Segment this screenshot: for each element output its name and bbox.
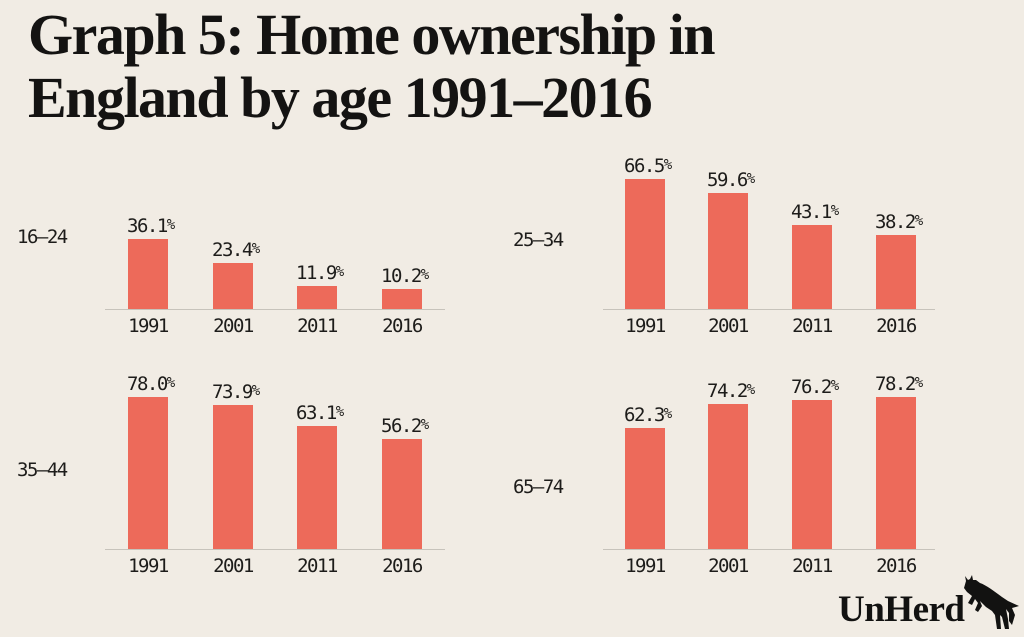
bar-2016: [382, 439, 422, 549]
percent-sign: %: [914, 213, 924, 229]
bar-1991: [128, 239, 168, 309]
bar-2001: [708, 404, 748, 549]
value-label-2016: 78.2%: [875, 373, 924, 395]
value-label-2016: 10.2%: [381, 265, 430, 287]
value-label-2001: 23.4%: [212, 239, 261, 261]
value-label-2016: 56.2%: [381, 415, 430, 437]
percent-sign: %: [335, 264, 345, 280]
unherd-logo-text: UnHerd: [838, 589, 965, 630]
age-group-label: 16–24: [17, 226, 68, 248]
value-label-1991: 66.5%: [624, 155, 673, 177]
x-tick-2001: 2001: [708, 555, 749, 577]
x-tick-2016: 2016: [876, 555, 917, 577]
percent-sign: %: [251, 241, 261, 257]
x-tick-1991: 1991: [128, 315, 169, 337]
chart-title-line-2: England by age 1991–2016: [28, 65, 653, 130]
value-label-2011: 76.2%: [791, 376, 840, 398]
x-tick-2001: 2001: [708, 315, 749, 337]
x-tick-2016: 2016: [382, 315, 423, 337]
bar-2001: [213, 263, 253, 309]
x-tick-2011: 2011: [297, 315, 338, 337]
value-label-1991: 62.3%: [624, 404, 673, 426]
x-tick-1991: 1991: [625, 555, 666, 577]
bar-2016: [876, 397, 916, 549]
percent-sign: %: [166, 375, 176, 391]
bar-2011: [297, 286, 337, 309]
value-label-2011: 11.9%: [296, 262, 345, 284]
bar-1991: [128, 397, 168, 549]
value-label-2011: 43.1%: [791, 201, 840, 223]
x-tick-2001: 2001: [213, 315, 254, 337]
x-axis-line: [603, 549, 935, 550]
x-tick-2001: 2001: [213, 555, 254, 577]
x-axis-line: [603, 309, 935, 310]
value-label-2001: 74.2%: [707, 380, 756, 402]
percent-sign: %: [663, 157, 673, 173]
percent-sign: %: [663, 406, 673, 422]
chart-title-line-1: Graph 5: Home ownership in: [28, 2, 716, 67]
bar-2001: [708, 193, 748, 309]
value-label-2001: 59.6%: [707, 169, 756, 191]
bar-2001: [213, 405, 253, 549]
value-label-2011: 63.1%: [296, 402, 345, 424]
bar-2011: [792, 400, 832, 549]
percent-sign: %: [420, 417, 430, 433]
value-label-2001: 73.9%: [212, 381, 261, 403]
percent-sign: %: [914, 375, 924, 391]
chart-title: Graph 5: Home ownership in England by ag…: [28, 2, 716, 130]
x-axis-line: [105, 309, 445, 310]
x-axis-line: [105, 549, 445, 550]
bar-1991: [625, 428, 665, 549]
percent-sign: %: [166, 217, 176, 233]
bar-1991: [625, 179, 665, 309]
x-tick-2011: 2011: [297, 555, 338, 577]
value-label-2016: 38.2%: [875, 211, 924, 233]
x-tick-2011: 2011: [792, 315, 833, 337]
x-tick-2016: 2016: [876, 315, 917, 337]
x-tick-2016: 2016: [382, 555, 423, 577]
bar-2011: [792, 225, 832, 309]
percent-sign: %: [746, 171, 756, 187]
bar-2011: [297, 426, 337, 549]
x-tick-2011: 2011: [792, 555, 833, 577]
percent-sign: %: [830, 378, 840, 394]
age-group-label: 25–34: [513, 229, 564, 251]
percent-sign: %: [335, 404, 345, 420]
bar-2016: [876, 235, 916, 309]
value-label-1991: 36.1%: [127, 215, 176, 237]
bar-2016: [382, 289, 422, 309]
x-tick-1991: 1991: [128, 555, 169, 577]
rearing-cow-icon: [964, 575, 1019, 629]
bottom-border: [0, 637, 1024, 641]
percent-sign: %: [830, 203, 840, 219]
value-label-1991: 78.0%: [127, 373, 176, 395]
percent-sign: %: [746, 382, 756, 398]
percent-sign: %: [420, 267, 430, 283]
age-group-label: 35–44: [17, 459, 68, 481]
x-tick-1991: 1991: [625, 315, 666, 337]
age-group-label: 65–74: [513, 476, 564, 498]
percent-sign: %: [251, 383, 261, 399]
